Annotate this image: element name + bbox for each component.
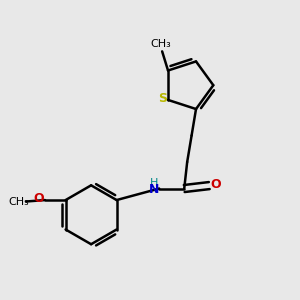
Text: S: S	[158, 92, 167, 105]
Text: O: O	[33, 192, 44, 205]
Text: O: O	[210, 178, 221, 191]
Text: CH₃: CH₃	[8, 196, 29, 206]
Text: N: N	[149, 184, 159, 196]
Text: CH₃: CH₃	[150, 39, 171, 49]
Text: H: H	[150, 178, 158, 188]
